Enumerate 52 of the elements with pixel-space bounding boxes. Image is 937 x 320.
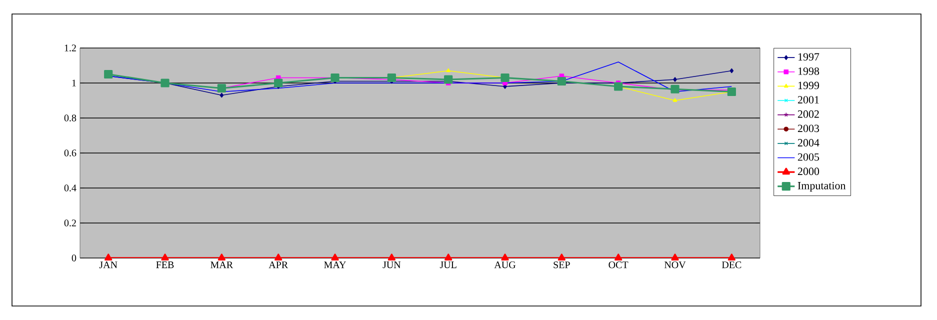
legend-label: 2004 bbox=[798, 139, 820, 146]
x-tick-label: MAR bbox=[210, 262, 234, 268]
x-tick-label: MAY bbox=[324, 262, 346, 268]
legend-label: 2000 bbox=[798, 168, 820, 176]
point bbox=[274, 78, 283, 88]
legend-label: 1997 bbox=[798, 53, 820, 61]
x-tick-label: NOV bbox=[664, 262, 686, 268]
point bbox=[727, 87, 736, 96]
legend-label: 2005 bbox=[798, 153, 820, 161]
point bbox=[558, 254, 566, 261]
point bbox=[671, 254, 679, 261]
point bbox=[444, 254, 452, 261]
legend-label: 1999 bbox=[798, 82, 820, 90]
y-tick-label: 0.4 bbox=[64, 184, 76, 192]
legend-label: 2003 bbox=[798, 124, 820, 132]
point bbox=[387, 73, 396, 82]
point bbox=[673, 77, 677, 82]
point bbox=[444, 75, 453, 84]
x-tick-label: JUN bbox=[382, 262, 401, 268]
x-tick-label: SEP bbox=[554, 262, 570, 268]
point bbox=[274, 254, 282, 261]
x-tick-label: OCT bbox=[608, 262, 628, 268]
point bbox=[161, 254, 169, 261]
y-tick-label: 0.8 bbox=[64, 114, 76, 122]
x-tick-label: AUG bbox=[494, 262, 516, 268]
legend-label: 2002 bbox=[798, 110, 819, 118]
y-tick-label: 0.6 bbox=[64, 150, 76, 156]
x-tick-label: JAN bbox=[99, 262, 118, 268]
point bbox=[104, 254, 112, 261]
x-tick-label: FEB bbox=[156, 262, 174, 268]
legend-label: 2001 bbox=[798, 96, 819, 104]
point bbox=[218, 254, 226, 261]
y-tick-label: 0 bbox=[72, 254, 76, 262]
y-tick-label: 1.2 bbox=[64, 44, 76, 52]
point bbox=[500, 73, 510, 82]
point bbox=[614, 82, 623, 91]
point bbox=[730, 68, 734, 74]
point bbox=[388, 254, 396, 261]
legend-label: 1998 bbox=[798, 67, 820, 75]
point bbox=[557, 76, 566, 86]
point bbox=[220, 92, 224, 98]
point bbox=[728, 254, 736, 261]
point bbox=[614, 254, 622, 261]
x-tick-label: JUL bbox=[440, 262, 456, 268]
x-tick-label: APR bbox=[268, 262, 288, 268]
x-tick-label: DEC bbox=[722, 262, 742, 268]
y-tick-label: 1 bbox=[72, 80, 76, 86]
legend-label: Imputation bbox=[798, 182, 846, 192]
point bbox=[501, 254, 509, 261]
y-tick-label: 0.2 bbox=[64, 220, 76, 226]
point bbox=[331, 254, 339, 261]
point bbox=[670, 84, 680, 94]
